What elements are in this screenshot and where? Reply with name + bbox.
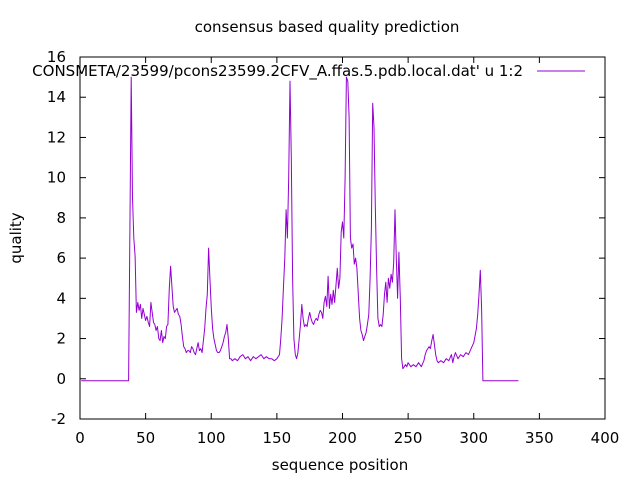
plot-area-frame bbox=[79, 56, 606, 420]
x-axis-label: sequence position bbox=[272, 456, 408, 474]
x-axis: 0 50 100 150 200 250 300 350 400 bbox=[75, 57, 619, 447]
series-line bbox=[81, 76, 519, 382]
y-tick-label: -2 bbox=[51, 410, 66, 428]
legend-label: CONSMETA/23599/pcons23599.2CFV_A.ffas.5.… bbox=[32, 62, 523, 81]
chart-title: consensus based quality prediction bbox=[195, 18, 460, 36]
y-tick-label: 6 bbox=[56, 249, 66, 267]
y-tick-label: 14 bbox=[47, 88, 66, 106]
x-tick-label: 50 bbox=[136, 429, 155, 447]
series-layer bbox=[81, 76, 519, 382]
y-tick-label: 4 bbox=[56, 289, 66, 307]
y-axis-label: quality bbox=[7, 212, 25, 263]
x-tick-label: 0 bbox=[75, 429, 85, 447]
x-tick-label: 400 bbox=[591, 429, 620, 447]
x-tick-label: 250 bbox=[394, 429, 423, 447]
y-axis: -2 0 2 4 6 8 10 12 14 16 bbox=[47, 48, 605, 428]
x-tick-label: 150 bbox=[263, 429, 292, 447]
y-tick-label: 2 bbox=[56, 330, 66, 348]
x-tick-label: 350 bbox=[525, 429, 554, 447]
x-tick-label: 300 bbox=[459, 429, 488, 447]
y-tick-label: 0 bbox=[56, 370, 66, 388]
y-tick-label: 12 bbox=[47, 128, 66, 146]
x-tick-label: 200 bbox=[328, 429, 357, 447]
y-tick-label: 10 bbox=[47, 169, 66, 187]
x-tick-label: 100 bbox=[197, 429, 226, 447]
y-tick-label: 16 bbox=[47, 48, 66, 66]
legend: CONSMETA/23599/pcons23599.2CFV_A.ffas.5.… bbox=[32, 62, 585, 81]
y-tick-label: 8 bbox=[56, 209, 66, 227]
